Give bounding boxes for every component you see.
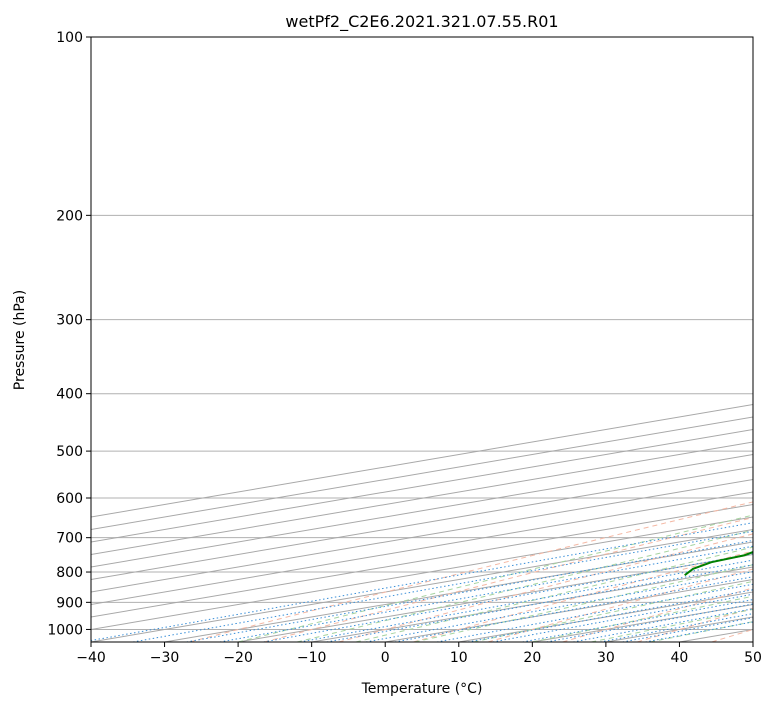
- dry-adiabat-line: [487, 568, 753, 642]
- y-tick-label: 100: [56, 30, 83, 46]
- isotherm-line: [91, 478, 753, 593]
- y-tick-label: 700: [56, 531, 83, 547]
- x-tick-label: 40: [671, 650, 689, 666]
- moist-adiabat-line: [473, 580, 753, 642]
- mixing-ratio-line: [263, 553, 753, 642]
- y-tick-label: 1000: [47, 622, 83, 638]
- mixing-ratio-line: [186, 539, 753, 642]
- mixing-ratio-line: [299, 559, 753, 642]
- y-tick-label: 600: [56, 491, 83, 507]
- x-tick-label: −30: [150, 650, 180, 666]
- y-tick-label: 900: [56, 595, 83, 611]
- plot-frame: [90, 36, 754, 643]
- y-tick-label: 200: [56, 208, 83, 224]
- isotherm-line: [91, 453, 753, 568]
- isotherm-line: [91, 428, 753, 543]
- moist-adiabat-line: [355, 546, 753, 642]
- moist-adiabat-line: [414, 564, 753, 642]
- y-axis-label: Pressure (hPa): [12, 290, 28, 390]
- x-tick-label: 50: [744, 650, 762, 666]
- isotherm-line: [91, 441, 753, 556]
- dry-adiabat-line: [264, 516, 753, 642]
- mixing-ratio-line: [573, 608, 753, 642]
- dry-adiabat-line: [562, 587, 753, 642]
- isotherm-line: [91, 528, 753, 642]
- x-tick-label: 20: [523, 650, 541, 666]
- x-tick-label: 0: [381, 650, 390, 666]
- moist-adiabat-line: [237, 514, 753, 642]
- isotherm-line: [91, 466, 753, 581]
- isotherm-line: [91, 491, 753, 606]
- mixing-ratio-line: [622, 617, 753, 642]
- y-tick-label: 300: [56, 313, 83, 329]
- chart-title: wetPf2_C2E6.2021.321.07.55.R01: [285, 12, 558, 32]
- x-tick-label: −10: [297, 650, 327, 666]
- x-axis-label: Temperature (°C): [361, 681, 483, 697]
- isotherm-line: [91, 503, 753, 618]
- x-tick-label: −40: [76, 650, 106, 666]
- mixing-ratio-line: [132, 530, 753, 642]
- x-tick-label: −20: [223, 650, 253, 666]
- x-tick-label: 30: [597, 650, 615, 666]
- y-tick-label: 500: [56, 444, 83, 460]
- mixing-ratio-line: [600, 613, 753, 642]
- isotherm-line: [91, 516, 753, 631]
- y-tick-label: 400: [56, 387, 83, 403]
- x-tick-label: 10: [450, 650, 468, 666]
- mixing-ratio-line: [219, 545, 753, 642]
- y-tick-label: 800: [56, 565, 83, 581]
